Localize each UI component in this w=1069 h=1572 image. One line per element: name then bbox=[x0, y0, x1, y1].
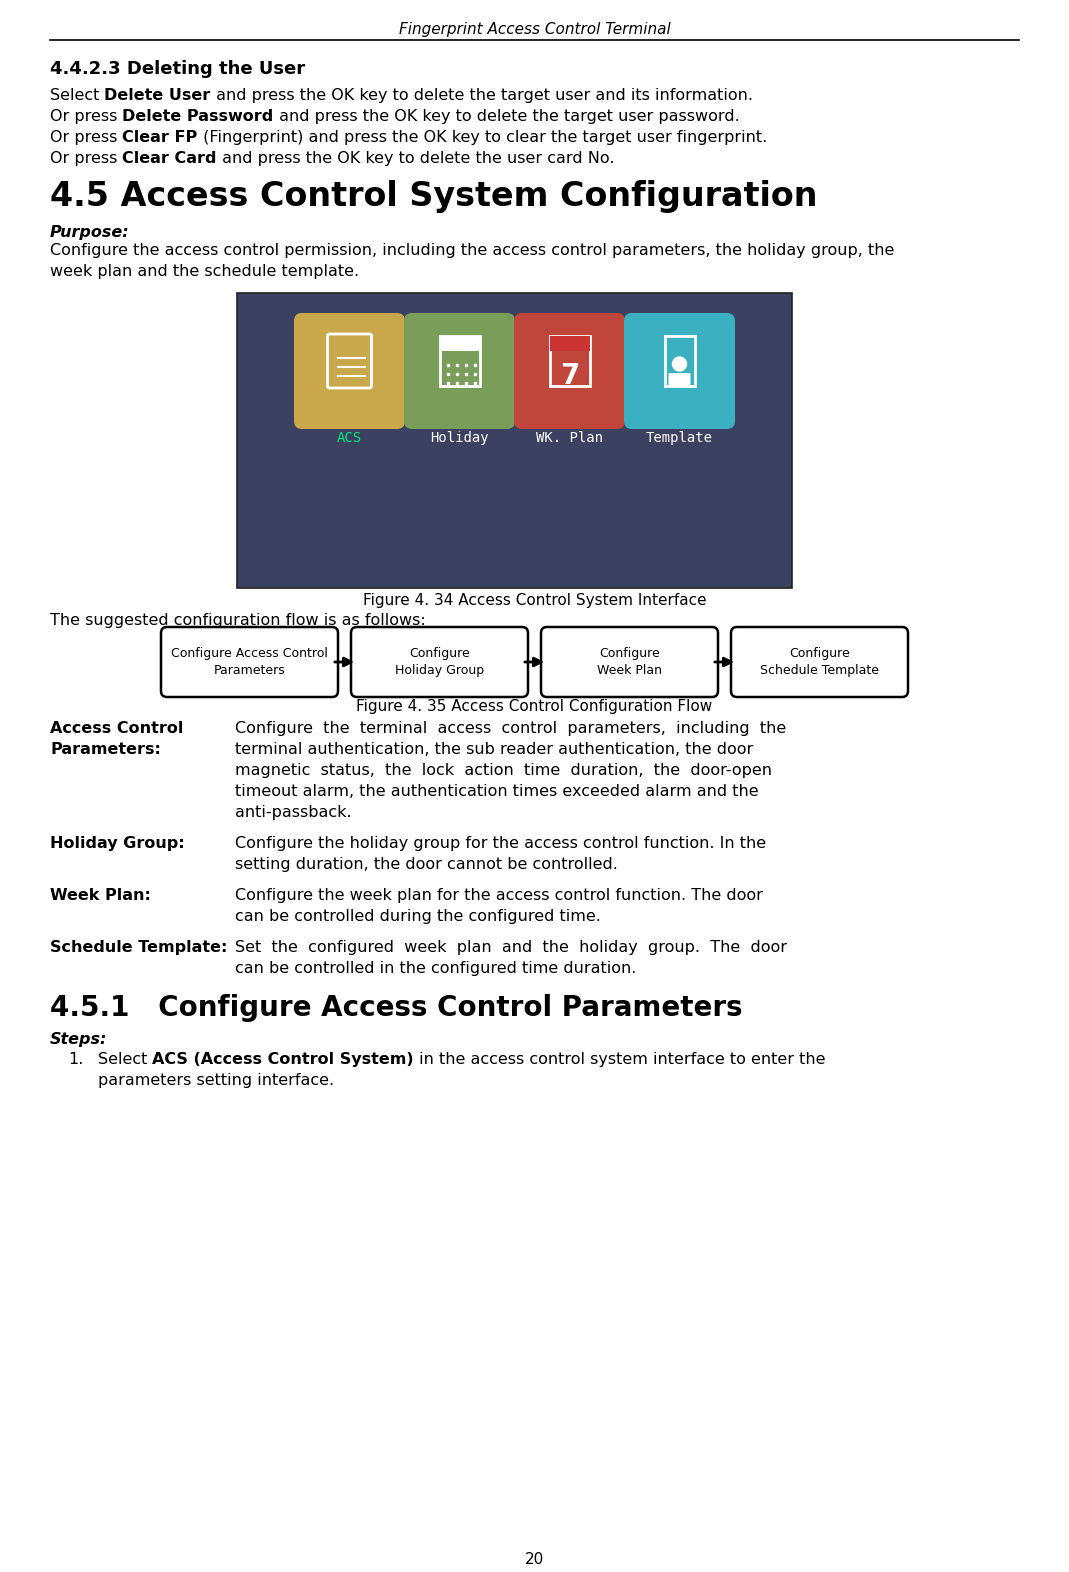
Text: terminal authentication, the sub reader authentication, the door: terminal authentication, the sub reader … bbox=[235, 742, 754, 758]
Text: and press the OK key to delete the target user password.: and press the OK key to delete the targe… bbox=[274, 108, 740, 124]
Text: Configure
Holiday Group: Configure Holiday Group bbox=[394, 648, 484, 678]
FancyBboxPatch shape bbox=[731, 627, 908, 696]
Text: Configure
Week Plan: Configure Week Plan bbox=[597, 648, 662, 678]
Text: Delete User: Delete User bbox=[105, 88, 211, 104]
Text: 1.: 1. bbox=[68, 1052, 83, 1067]
Text: (Fingerprint) and press the OK key to clear the target user fingerprint.: (Fingerprint) and press the OK key to cl… bbox=[198, 130, 766, 145]
FancyBboxPatch shape bbox=[541, 627, 718, 696]
FancyBboxPatch shape bbox=[161, 627, 338, 696]
Text: The suggested configuration flow is as follows:: The suggested configuration flow is as f… bbox=[50, 613, 425, 627]
Text: Set  the  configured  week  plan  and  the  holiday  group.  The  door: Set the configured week plan and the hol… bbox=[235, 940, 787, 956]
FancyBboxPatch shape bbox=[624, 313, 735, 429]
Text: ACS: ACS bbox=[337, 431, 362, 445]
Text: Template: Template bbox=[646, 431, 713, 445]
Text: Week Plan:: Week Plan: bbox=[50, 888, 151, 902]
Text: Holiday Group:: Holiday Group: bbox=[50, 836, 185, 850]
Text: 20: 20 bbox=[525, 1552, 544, 1567]
FancyBboxPatch shape bbox=[668, 373, 691, 387]
Text: 7: 7 bbox=[560, 362, 579, 390]
Text: Clear FP: Clear FP bbox=[123, 130, 198, 145]
Text: Schedule Template:: Schedule Template: bbox=[50, 940, 228, 956]
Text: parameters setting interface.: parameters setting interface. bbox=[98, 1074, 335, 1088]
FancyBboxPatch shape bbox=[514, 313, 625, 429]
Text: Figure 4. 34 Access Control System Interface: Figure 4. 34 Access Control System Inter… bbox=[362, 593, 707, 608]
FancyBboxPatch shape bbox=[294, 313, 405, 429]
Text: Steps:: Steps: bbox=[50, 1031, 107, 1047]
Text: Or press: Or press bbox=[50, 130, 123, 145]
Text: Configure the week plan for the access control function. The door: Configure the week plan for the access c… bbox=[235, 888, 763, 902]
Text: Purpose:: Purpose: bbox=[50, 225, 129, 241]
Text: ACS (Access Control System): ACS (Access Control System) bbox=[153, 1052, 414, 1067]
Text: 4.5 Access Control System Configuration: 4.5 Access Control System Configuration bbox=[50, 181, 818, 212]
Text: can be controlled during the configured time.: can be controlled during the configured … bbox=[235, 909, 601, 924]
Text: magnetic  status,  the  lock  action  time  duration,  the  door-open: magnetic status, the lock action time du… bbox=[235, 762, 772, 778]
Text: and press the OK key to delete the user card No.: and press the OK key to delete the user … bbox=[217, 151, 615, 167]
Text: Parameters:: Parameters: bbox=[50, 742, 160, 758]
Text: 4.4.2.3 Deleting the User: 4.4.2.3 Deleting the User bbox=[50, 60, 305, 79]
FancyBboxPatch shape bbox=[404, 313, 515, 429]
Circle shape bbox=[672, 357, 686, 371]
Text: setting duration, the door cannot be controlled.: setting duration, the door cannot be con… bbox=[235, 857, 618, 872]
Text: Select: Select bbox=[98, 1052, 153, 1067]
FancyBboxPatch shape bbox=[439, 336, 480, 351]
FancyBboxPatch shape bbox=[549, 336, 589, 351]
Text: Holiday: Holiday bbox=[430, 431, 489, 445]
FancyBboxPatch shape bbox=[351, 627, 528, 696]
Text: Configure
Schedule Template: Configure Schedule Template bbox=[760, 648, 879, 678]
Text: and press the OK key to delete the target user and its information.: and press the OK key to delete the targe… bbox=[211, 88, 753, 104]
FancyBboxPatch shape bbox=[237, 292, 792, 588]
Text: Delete Password: Delete Password bbox=[123, 108, 274, 124]
Text: Configure the holiday group for the access control function. In the: Configure the holiday group for the acce… bbox=[235, 836, 766, 850]
Text: can be controlled in the configured time duration.: can be controlled in the configured time… bbox=[235, 960, 636, 976]
Text: Configure Access Control
Parameters: Configure Access Control Parameters bbox=[171, 648, 328, 678]
Text: Configure  the  terminal  access  control  parameters,  including  the: Configure the terminal access control pa… bbox=[235, 722, 787, 736]
Text: week plan and the schedule template.: week plan and the schedule template. bbox=[50, 264, 359, 278]
Text: WK. Plan: WK. Plan bbox=[536, 431, 603, 445]
Text: Fingerprint Access Control Terminal: Fingerprint Access Control Terminal bbox=[399, 22, 670, 38]
Text: Or press: Or press bbox=[50, 108, 123, 124]
Text: Configure the access control permission, including the access control parameters: Configure the access control permission,… bbox=[50, 244, 895, 258]
Text: Or press: Or press bbox=[50, 151, 123, 167]
Text: Clear Card: Clear Card bbox=[123, 151, 217, 167]
Text: Figure 4. 35 Access Control Configuration Flow: Figure 4. 35 Access Control Configuratio… bbox=[356, 700, 713, 714]
Text: timeout alarm, the authentication times exceeded alarm and the: timeout alarm, the authentication times … bbox=[235, 784, 759, 799]
Text: in the access control system interface to enter the: in the access control system interface t… bbox=[414, 1052, 825, 1067]
Text: Select: Select bbox=[50, 88, 105, 104]
Text: Access Control: Access Control bbox=[50, 722, 184, 736]
Text: anti-passback.: anti-passback. bbox=[235, 805, 352, 821]
Text: 4.5.1   Configure Access Control Parameters: 4.5.1 Configure Access Control Parameter… bbox=[50, 994, 743, 1022]
